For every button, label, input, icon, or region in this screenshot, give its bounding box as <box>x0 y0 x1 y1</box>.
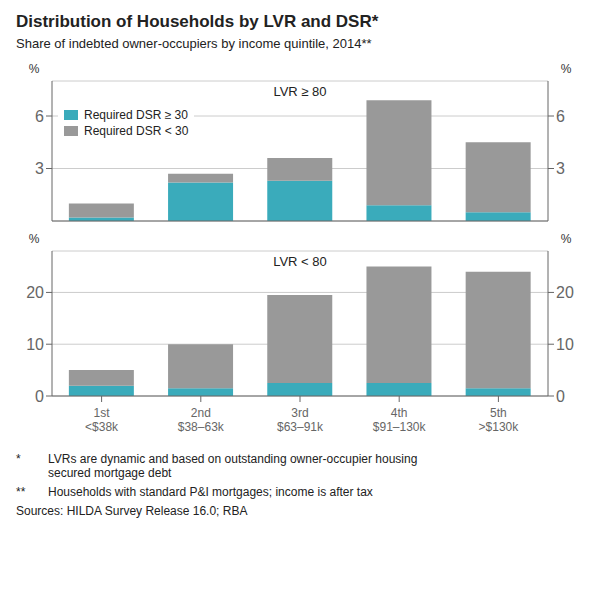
svg-text:0: 0 <box>556 388 565 405</box>
html-text:LVR < 80: LVR < 80 <box>273 254 327 269</box>
svg-text:3: 3 <box>35 160 44 177</box>
svg-text:20: 20 <box>556 284 574 301</box>
svg-text:10: 10 <box>556 336 574 353</box>
html-text:Sources: HILDA Survey Release: Sources: HILDA Survey Release 16.0; RBA <box>16 504 248 518</box>
html-text:Share of indebted owner-occupi: Share of indebted owner-occupiers by inc… <box>16 36 372 51</box>
svg-text:5th>$130k: 5th>$130k <box>479 406 520 434</box>
html-text:LVRs are dynamic and based on: LVRs are dynamic and based on outstandin… <box>48 452 418 480</box>
svg-text:0: 0 <box>35 388 44 405</box>
svg-text:4th$91–130k: 4th$91–130k <box>373 406 427 434</box>
svg-text:6: 6 <box>556 108 565 125</box>
svg-text:2nd$38–63k: 2nd$38–63k <box>178 406 225 434</box>
html-text:Distribution of Households by: Distribution of Households by LVR and DS… <box>16 12 379 31</box>
svg-text:3: 3 <box>556 160 565 177</box>
svg-text:1st<$38k: 1st<$38k <box>85 406 119 434</box>
svg-text:%: % <box>561 232 572 246</box>
html-text:Required DSR ≥ 30: Required DSR ≥ 30 <box>84 108 188 122</box>
svg-text:3rd$63–91k: 3rd$63–91k <box>277 406 324 434</box>
svg-text:%: % <box>561 62 572 76</box>
svg-text:6: 6 <box>35 108 44 125</box>
svg-text:%: % <box>29 232 40 246</box>
html-text:Households with standard P&I m: Households with standard P&I mortgages; … <box>48 485 373 499</box>
svg-text:10: 10 <box>26 336 44 353</box>
svg-text:%: % <box>29 62 40 76</box>
html-text:Required DSR < 30: Required DSR < 30 <box>84 124 189 138</box>
html-text:LVR ≥ 80: LVR ≥ 80 <box>273 84 327 99</box>
svg-text:20: 20 <box>26 284 44 301</box>
